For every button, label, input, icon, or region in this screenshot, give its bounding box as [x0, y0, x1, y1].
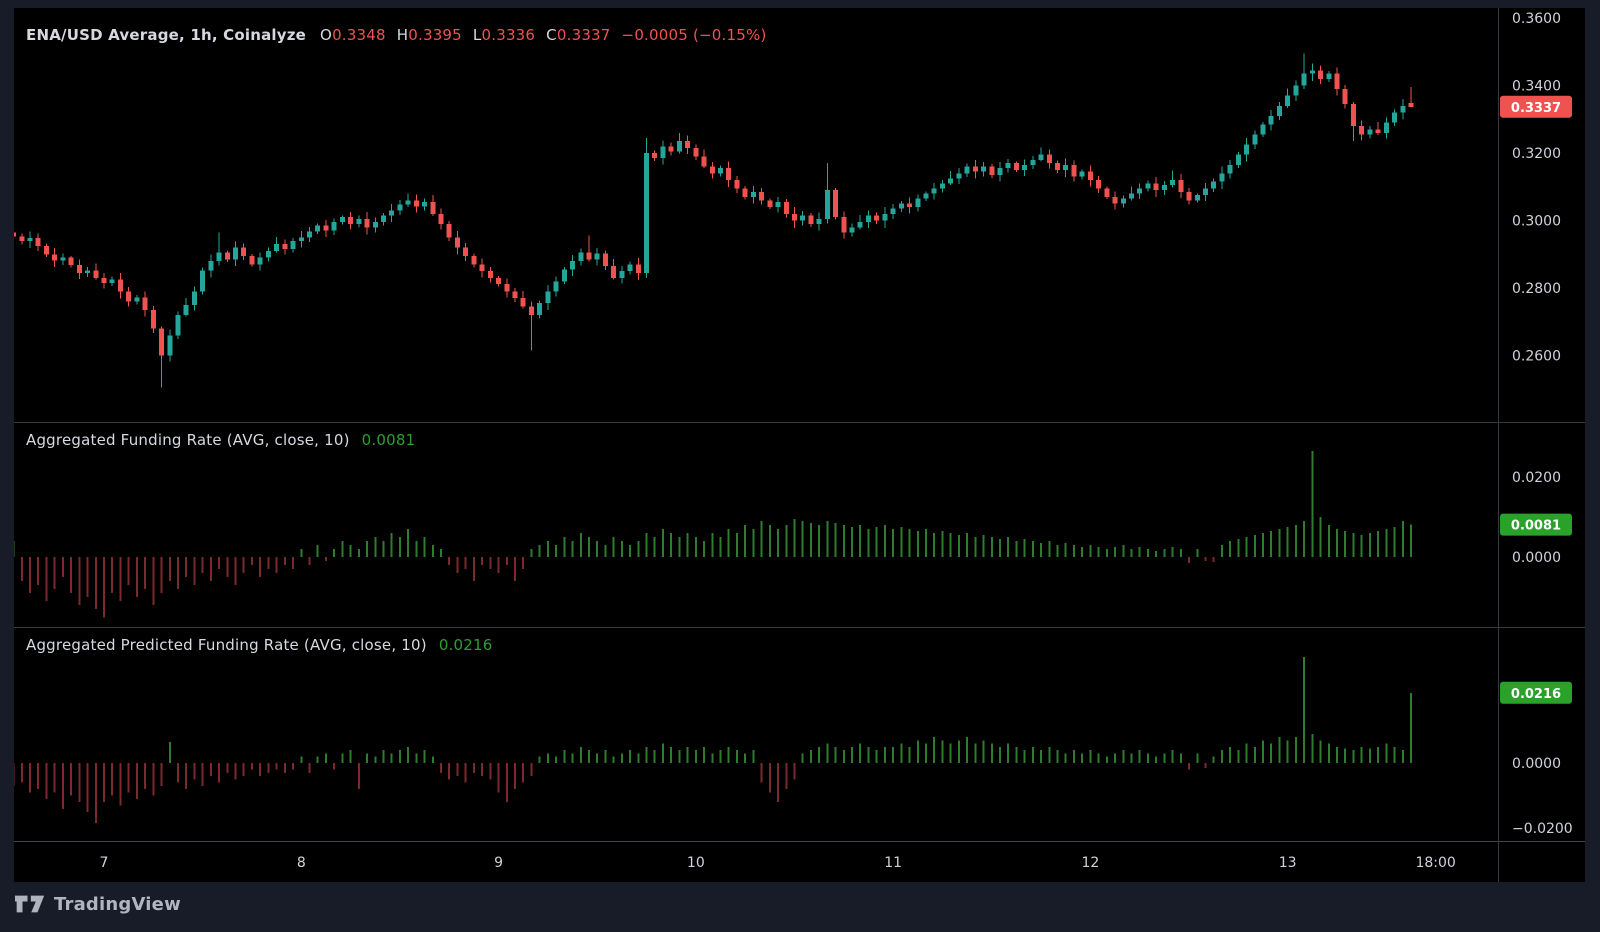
- funding-indicator-value: 0.0081: [361, 431, 416, 449]
- svg-text:−0.0200: −0.0200: [1512, 821, 1573, 837]
- svg-text:0.2800: 0.2800: [1512, 281, 1561, 297]
- svg-text:0.0216: 0.0216: [1511, 687, 1561, 702]
- svg-text:0.0000: 0.0000: [1512, 756, 1561, 772]
- svg-text:10: 10: [687, 855, 705, 871]
- funding-rate-histogram: [14, 451, 1412, 618]
- predicted-last-value-badge: 0.0216: [1500, 681, 1572, 704]
- predicted-indicator-title[interactable]: Aggregated Predicted Funding Rate (AVG, …: [26, 636, 427, 654]
- svg-text:0.3000: 0.3000: [1512, 214, 1561, 230]
- svg-text:0.2600: 0.2600: [1512, 349, 1561, 365]
- svg-text:0.3337: 0.3337: [1511, 101, 1561, 116]
- tradingview-logo-text: TradingView: [54, 893, 181, 915]
- ohlc-high: H0.3395: [396, 26, 462, 44]
- svg-text:9: 9: [494, 855, 503, 871]
- svg-text:0.3600: 0.3600: [1512, 11, 1561, 27]
- ohlc-low: L0.3336: [472, 26, 536, 44]
- svg-text:0.0200: 0.0200: [1512, 470, 1561, 486]
- ohlc-close: C0.3337: [546, 26, 611, 44]
- time-axis[interactable]: 7 8 9 10 11 12 13 18:00: [100, 855, 1456, 871]
- svg-text:11: 11: [884, 855, 902, 871]
- svg-text:0.3200: 0.3200: [1512, 146, 1561, 162]
- predicted-funding-pane-legend: Aggregated Predicted Funding Rate (AVG, …: [26, 636, 493, 654]
- symbol-title[interactable]: ENA/USD Average, 1h, Coinalyze: [26, 26, 307, 44]
- svg-text:0.0000: 0.0000: [1512, 550, 1561, 566]
- svg-text:0.0081: 0.0081: [1511, 519, 1561, 534]
- predicted-indicator-value: 0.0216: [438, 636, 493, 654]
- svg-text:0.3400: 0.3400: [1512, 79, 1561, 95]
- predicted-funding-rate-histogram: [14, 657, 1412, 824]
- main-pane-legend: ENA/USD Average, 1h, Coinalyze O0.3348 H0.…: [26, 26, 767, 44]
- svg-text:13: 13: [1279, 855, 1297, 871]
- price-last-value-badge: 0.3337: [1500, 95, 1572, 118]
- price-axis[interactable]: 0.3600 0.3400 0.3200 0.3000 0.2800 0.2600 0.02…: [1500, 11, 1573, 837]
- tradingview-logo[interactable]: TradingView: [15, 893, 181, 915]
- ohlc-open: O0.3348: [320, 26, 386, 44]
- change-value: −0.0005 (−0.15%): [621, 26, 767, 44]
- candlestick-series: [14, 53, 1414, 388]
- tradingview-logo-icon: [15, 895, 45, 913]
- svg-text:7: 7: [100, 855, 109, 871]
- svg-text:8: 8: [297, 855, 306, 871]
- svg-text:18:00: 18:00: [1415, 855, 1455, 871]
- funding-indicator-title[interactable]: Aggregated Funding Rate (AVG, close, 10): [26, 431, 350, 449]
- svg-text:12: 12: [1081, 855, 1099, 871]
- funding-last-value-badge: 0.0081: [1500, 513, 1572, 536]
- funding-pane-legend: Aggregated Funding Rate (AVG, close, 10)…: [26, 431, 415, 449]
